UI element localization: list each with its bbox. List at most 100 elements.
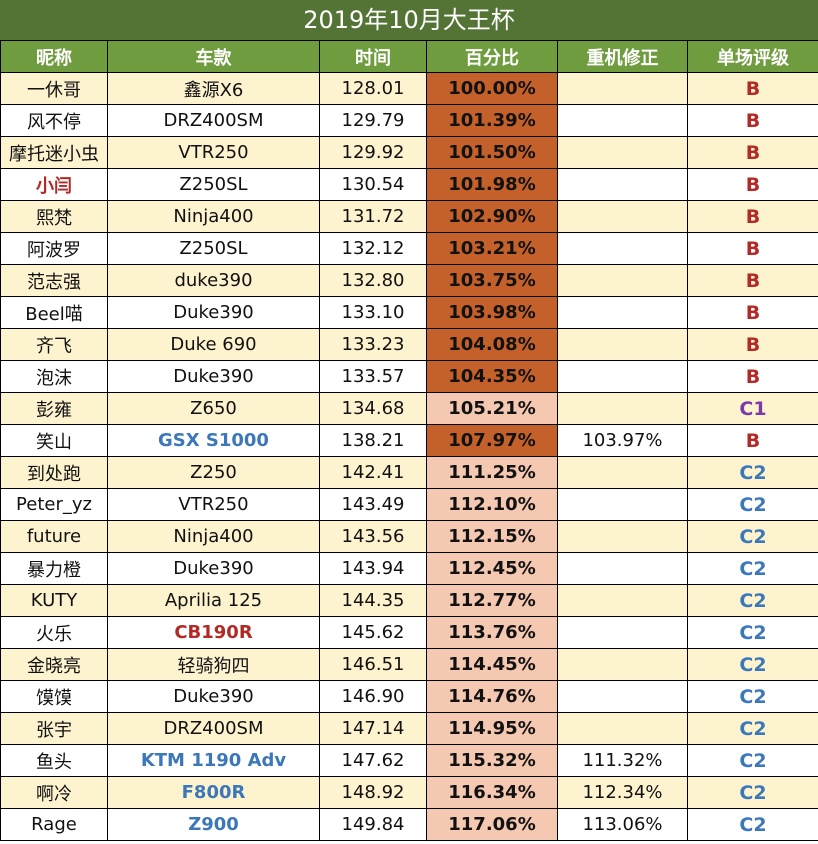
cell-grade: C2 — [687, 456, 818, 489]
cell-bike: Z250 — [107, 456, 320, 489]
cell-nickname: Peter_yz — [0, 488, 108, 521]
cell-percent: 116.34% — [426, 776, 558, 809]
cell-bike: Duke390 — [107, 552, 320, 585]
cell-percent: 107.97% — [426, 424, 558, 457]
cell-grade: B — [687, 136, 818, 169]
cell-nickname: Beel喵 — [0, 296, 108, 329]
header-percent: 百分比 — [426, 40, 558, 73]
cell-percent: 101.39% — [426, 104, 558, 137]
table-row: 小闫 Z250SL 130.54 101.98% B — [0, 168, 818, 201]
cell-correction — [557, 232, 688, 265]
table-row: Beel喵 Duke390 133.10 103.98% B — [0, 296, 818, 329]
cell-bike: F800R — [107, 776, 320, 809]
cell-grade: C2 — [687, 648, 818, 681]
cell-bike: Duke 690 — [107, 328, 320, 361]
cell-time: 129.92 — [319, 136, 427, 169]
cell-time: 133.10 — [319, 296, 427, 329]
table-row: 鱼头 KTM 1190 Adv 147.62 115.32% 111.32% C2 — [0, 744, 818, 777]
cell-nickname: 小闫 — [0, 168, 108, 201]
cell-time: 131.72 — [319, 200, 427, 233]
cell-correction — [557, 712, 688, 745]
cell-bike: VTR250 — [107, 488, 320, 521]
table-row: 齐飞 Duke 690 133.23 104.08% B — [0, 328, 818, 361]
cell-correction — [557, 648, 688, 681]
cell-time: 142.41 — [319, 456, 427, 489]
cell-grade: C2 — [687, 552, 818, 585]
table-row: 馍馍 Duke390 146.90 114.76% C2 — [0, 680, 818, 713]
header-nickname: 昵称 — [0, 40, 108, 73]
cell-bike: VTR250 — [107, 136, 320, 169]
table-row: 火乐 CB190R 145.62 113.76% C2 — [0, 616, 818, 649]
table-row: future Ninja400 143.56 112.15% C2 — [0, 520, 818, 553]
cell-bike: Ninja400 — [107, 520, 320, 553]
cell-bike: duke390 — [107, 264, 320, 297]
cell-percent: 117.06% — [426, 808, 558, 841]
cell-grade: B — [687, 360, 818, 393]
cell-nickname: 一休哥 — [0, 72, 108, 105]
cell-grade: B — [687, 264, 818, 297]
cell-correction — [557, 360, 688, 393]
cell-correction — [557, 104, 688, 137]
cell-nickname: 金晓亮 — [0, 648, 108, 681]
cell-bike: Aprilia 125 — [107, 584, 320, 617]
cell-percent: 114.76% — [426, 680, 558, 713]
header-row: 昵称 车款 时间 百分比 重机修正 单场评级 — [0, 40, 818, 73]
cell-time: 134.68 — [319, 392, 427, 425]
cell-correction — [557, 456, 688, 489]
cell-nickname: 到处跑 — [0, 456, 108, 489]
cell-nickname: 风不停 — [0, 104, 108, 137]
cell-nickname: 摩托迷小虫 — [0, 136, 108, 169]
cell-time: 147.62 — [319, 744, 427, 777]
cell-bike: Z900 — [107, 808, 320, 841]
cell-nickname: KUTY — [0, 584, 108, 617]
cell-grade: C2 — [687, 584, 818, 617]
header-grade: 单场评级 — [687, 40, 818, 73]
cell-percent: 111.25% — [426, 456, 558, 489]
cell-grade: B — [687, 104, 818, 137]
table-row: 彭雍 Z650 134.68 105.21% C1 — [0, 392, 818, 425]
cell-nickname: 暴力橙 — [0, 552, 108, 585]
cell-percent: 103.75% — [426, 264, 558, 297]
cell-percent: 104.08% — [426, 328, 558, 361]
table-row: 笑山 GSX S1000 138.21 107.97% 103.97% B — [0, 424, 818, 457]
cell-percent: 113.76% — [426, 616, 558, 649]
header-time: 时间 — [319, 40, 427, 73]
table-row: 风不停 DRZ400SM 129.79 101.39% B — [0, 104, 818, 137]
cell-grade: B — [687, 232, 818, 265]
cell-bike: CB190R — [107, 616, 320, 649]
table-row: 阿波罗 Z250SL 132.12 103.21% B — [0, 232, 818, 265]
cell-grade: B — [687, 200, 818, 233]
table-row: 到处跑 Z250 142.41 111.25% C2 — [0, 456, 818, 489]
cell-correction: 111.32% — [557, 744, 688, 777]
cell-nickname: 馍馍 — [0, 680, 108, 713]
cell-correction — [557, 392, 688, 425]
cell-time: 138.21 — [319, 424, 427, 457]
cell-correction: 112.34% — [557, 776, 688, 809]
cell-time: 146.51 — [319, 648, 427, 681]
cell-percent: 100.00% — [426, 72, 558, 105]
cell-percent: 112.15% — [426, 520, 558, 553]
results-table: 昵称 车款 时间 百分比 重机修正 单场评级 一休哥 鑫源X6 128.01 100.… — [0, 40, 818, 841]
cell-bike: Z250SL — [107, 232, 320, 265]
cell-time: 148.92 — [319, 776, 427, 809]
table-row: 暴力橙 Duke390 143.94 112.45% C2 — [0, 552, 818, 585]
cell-correction — [557, 136, 688, 169]
cell-correction — [557, 200, 688, 233]
cell-grade: B — [687, 168, 818, 201]
cell-nickname: 火乐 — [0, 616, 108, 649]
cell-time: 130.54 — [319, 168, 427, 201]
cell-percent: 112.10% — [426, 488, 558, 521]
cell-nickname: 阿波罗 — [0, 232, 108, 265]
cell-nickname: 熙梵 — [0, 200, 108, 233]
cell-percent: 114.95% — [426, 712, 558, 745]
cell-time: 146.90 — [319, 680, 427, 713]
table-title: 2019年10月大王杯 — [0, 0, 818, 40]
cell-percent: 105.21% — [426, 392, 558, 425]
cell-nickname: future — [0, 520, 108, 553]
cell-time: 133.57 — [319, 360, 427, 393]
cell-bike: Z250SL — [107, 168, 320, 201]
table-row: 金晓亮 轻骑狗四 146.51 114.45% C2 — [0, 648, 818, 681]
cell-correction — [557, 296, 688, 329]
cell-time: 129.79 — [319, 104, 427, 137]
cell-nickname: 范志强 — [0, 264, 108, 297]
